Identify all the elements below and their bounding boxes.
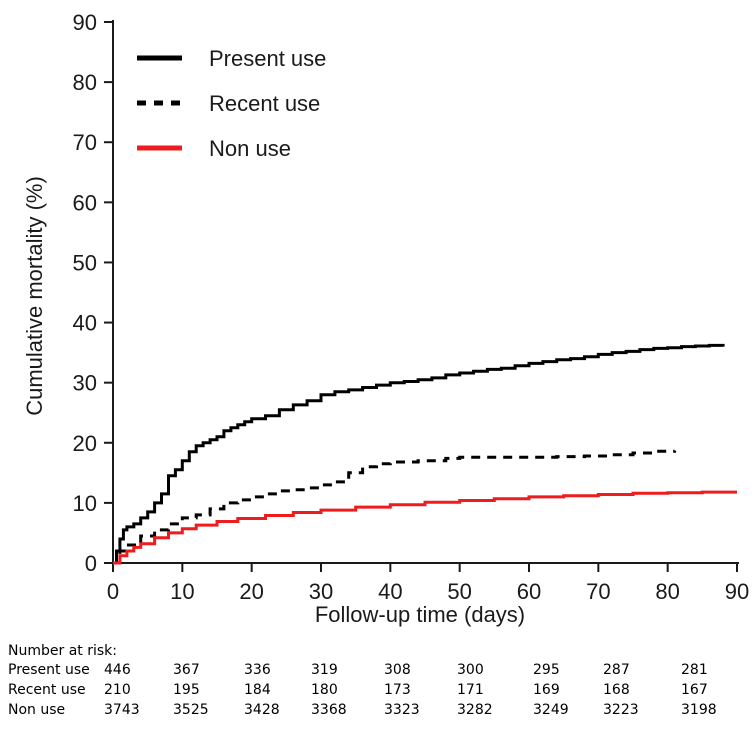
y-tick-label-60: 60 <box>73 190 97 215</box>
x-tick-label-60: 60 <box>517 579 541 604</box>
legend-label-recent-use: Recent use <box>209 91 320 116</box>
risk-value-recent-use-2: 184 <box>244 682 271 698</box>
y-tick-label-90: 90 <box>73 10 97 35</box>
x-tick-label-0: 0 <box>107 579 119 604</box>
x-tick-label-90: 90 <box>725 579 749 604</box>
x-tick-label-50: 50 <box>447 579 471 604</box>
y-tick-label-40: 40 <box>73 311 97 336</box>
x-tick-label-30: 30 <box>309 579 333 604</box>
x-tick-label-20: 20 <box>239 579 263 604</box>
legend: Present use Recent use Non use <box>137 46 326 161</box>
legend-label-present-use: Present use <box>209 46 326 71</box>
x-tick-label-40: 40 <box>378 579 402 604</box>
y-axis-title: Cumulative mortality (%) <box>22 176 47 416</box>
risk-value-recent-use-0: 210 <box>104 682 131 698</box>
risk-value-present-use-5: 300 <box>457 662 484 678</box>
risk-value-present-use-3: 319 <box>311 662 338 678</box>
risk-row-label-non-use: Non use <box>8 702 65 718</box>
risk-table: Number at risk: Present use 446 367 336 319 3… <box>8 643 717 718</box>
risk-value-recent-use-8: 167 <box>681 682 708 698</box>
y-tick-label-50: 50 <box>73 250 97 275</box>
risk-value-non-use-4: 3323 <box>384 702 420 718</box>
risk-value-non-use-0: 3743 <box>104 702 140 718</box>
risk-value-present-use-6: 295 <box>533 662 560 678</box>
risk-row-label-recent-use: Recent use <box>8 682 86 698</box>
risk-value-present-use-2: 336 <box>244 662 271 678</box>
risk-value-non-use-5: 3282 <box>457 702 493 718</box>
risk-value-recent-use-6: 169 <box>533 682 560 698</box>
risk-value-present-use-0: 446 <box>104 662 131 678</box>
y-tick-label-30: 30 <box>73 371 97 396</box>
series-layer <box>113 343 737 565</box>
risk-value-recent-use-1: 195 <box>173 682 200 698</box>
risk-table-title: Number at risk: <box>8 643 117 659</box>
risk-row-label-present-use: Present use <box>8 662 90 678</box>
risk-value-present-use-4: 308 <box>384 662 411 678</box>
risk-value-present-use-7: 287 <box>603 662 630 678</box>
risk-value-recent-use-4: 173 <box>384 682 411 698</box>
risk-value-present-use-1: 367 <box>173 662 200 678</box>
risk-value-non-use-3: 3368 <box>311 702 347 718</box>
legend-label-non-use: Non use <box>209 136 291 161</box>
risk-value-non-use-2: 3428 <box>244 702 280 718</box>
risk-value-recent-use-5: 171 <box>457 682 484 698</box>
y-tick-label-0: 0 <box>85 551 97 576</box>
risk-value-non-use-8: 3198 <box>681 702 717 718</box>
x-tick-label-10: 10 <box>170 579 194 604</box>
x-tick-label-80: 80 <box>655 579 679 604</box>
axes: 0 10 20 30 40 50 60 70 80 90 0 10 20 30 40 50 60 70 80 90 <box>73 10 750 604</box>
y-tick-label-20: 20 <box>73 431 97 456</box>
risk-value-recent-use-3: 180 <box>311 682 338 698</box>
series-line-recent-use <box>113 449 677 565</box>
y-tick-label-80: 80 <box>73 70 97 95</box>
risk-value-non-use-1: 3525 <box>173 702 209 718</box>
y-tick-label-70: 70 <box>73 130 97 155</box>
risk-value-present-use-8: 281 <box>681 662 708 678</box>
x-tick-label-70: 70 <box>586 579 610 604</box>
risk-value-non-use-7: 3223 <box>603 702 639 718</box>
x-axis-title: Follow-up time (days) <box>315 602 525 627</box>
risk-value-non-use-6: 3249 <box>533 702 569 718</box>
series-line-non-use <box>113 490 737 565</box>
risk-value-recent-use-7: 168 <box>603 682 630 698</box>
series-line-present-use <box>113 343 725 565</box>
y-tick-label-10: 10 <box>73 491 97 516</box>
